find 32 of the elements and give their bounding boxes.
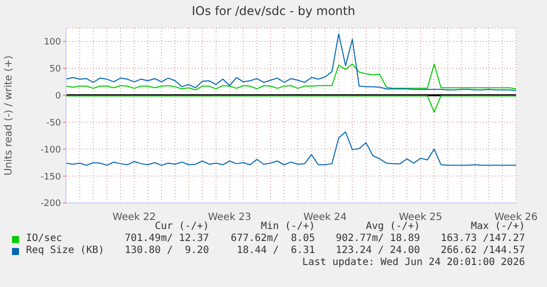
y-axis-title: Units read (-) / write (+) — [4, 55, 15, 176]
line-series — [66, 131, 516, 166]
x-tick-label: Week 24 — [303, 212, 347, 223]
text: 677.62m/ 8.05 — [230, 233, 315, 244]
y-tick-label: 50 — [50, 64, 62, 75]
text: Cur (-/+) — [154, 221, 209, 232]
y-tick-label: -150 — [40, 172, 62, 182]
text: Last update: Wed Jun 24 20:01:00 2026 — [302, 257, 525, 268]
x-tick-label: Week 22 — [112, 212, 156, 223]
text: Max (-/+) — [470, 221, 525, 232]
text: 123.24 / 24.00 — [336, 245, 420, 256]
chart-title: IOs for /dev/sdc - by month — [190, 4, 356, 18]
text: 18.44 / 6.31 — [236, 245, 315, 256]
line-series — [66, 33, 516, 91]
y-tick-label: -50 — [46, 118, 62, 128]
line-series — [66, 64, 516, 90]
text: 163.73 /147.27 — [440, 233, 525, 244]
y-tick-label: -200 — [40, 199, 62, 210]
text: 266.62 /144.57 — [440, 245, 525, 256]
text: 130.80 / 9.20 — [124, 245, 209, 256]
text: 701.49m/ 12.37 — [124, 233, 209, 244]
y-tick-label: 0 — [55, 92, 62, 102]
text: Min (-/+) — [260, 221, 315, 232]
x-tick-label: Week 26 — [494, 212, 538, 223]
y-tick-label: 100 — [44, 38, 62, 48]
text: 902.77m/ 18.89 — [336, 233, 420, 244]
legend-label: Req Size (KB) — [26, 245, 104, 256]
legend-label: IO/sec — [26, 233, 62, 244]
x-tick-label: Week 25 — [398, 212, 442, 223]
y-tick-label: -100 — [40, 145, 62, 156]
text: Avg (-/+) — [366, 221, 420, 232]
x-tick-label: Week 23 — [208, 212, 252, 223]
